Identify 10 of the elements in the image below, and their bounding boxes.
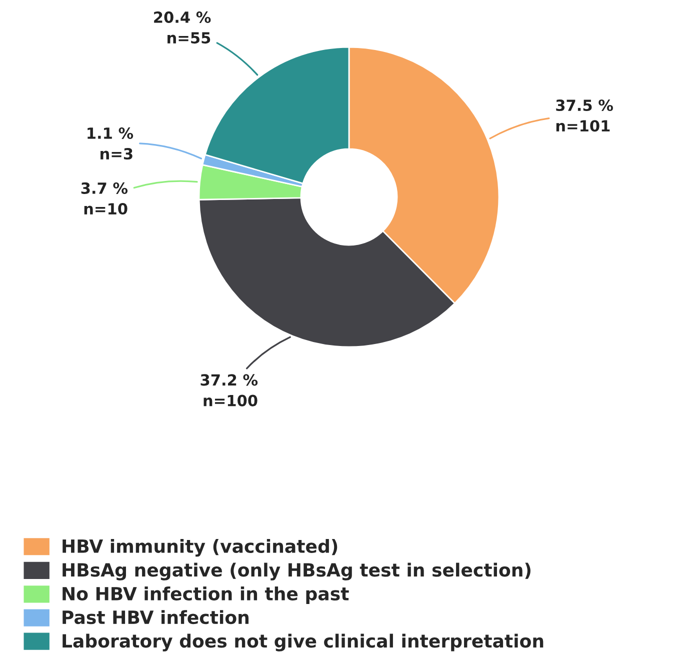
legend-label: Past HBV infection [62,610,249,624]
legend-label: HBV immunity (vaccinated) [62,539,338,557]
legend-label: No HBV infection in the past [62,586,349,604]
data-label: 1.1 % n=3 [88,127,134,160]
data-label: 37.5 % n=101 [556,100,613,132]
data-label: 37.2 % n=100 [200,374,258,406]
data-label: 20.4 % n=55 [154,11,211,44]
legend-label: Laboratory does not give clinical interpretation [62,634,544,652]
data-label: 3.7 % n=10 [81,182,128,215]
legend-label: HBsAg negative (only HBsAg test in selection) [62,562,530,580]
